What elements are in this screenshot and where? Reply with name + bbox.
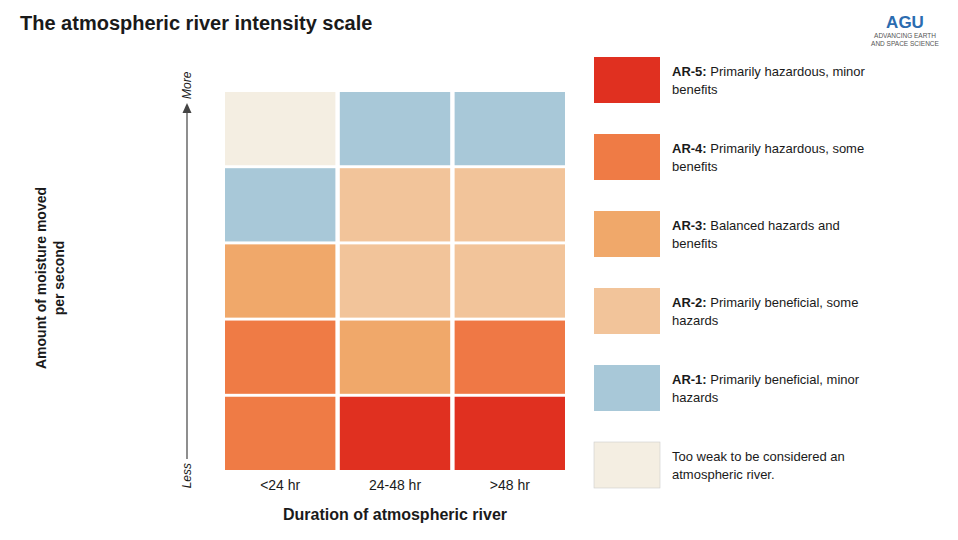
annotation: More	[180, 71, 194, 99]
x-tick-label: <24 hr	[260, 477, 300, 493]
legend-label: hazards	[672, 313, 719, 328]
y-axis-label-line: Amount of moisture moved	[33, 187, 49, 369]
legend-label-prefix: AR-1:	[672, 372, 707, 387]
y-axis-label: Amount of moisture movedper second	[33, 187, 67, 369]
legend-label: hazards	[672, 390, 719, 405]
heatmap-cell	[340, 92, 450, 165]
title: The atmospheric river intensity scale	[20, 12, 372, 34]
arrow-head	[183, 103, 192, 113]
legend-label: Too weak to be considered an	[672, 449, 845, 464]
legend-label-rest: Balanced hazards and	[707, 218, 840, 233]
legend-label: AR-4: Primarily hazardous, some	[672, 141, 864, 156]
heatmap-cell	[225, 397, 335, 470]
legend-label-prefix: AR-2:	[672, 295, 707, 310]
x-tick-label: >48 hr	[490, 477, 530, 493]
legend-swatch	[594, 288, 660, 334]
legend-swatch	[594, 57, 660, 103]
legend-label: benefits	[672, 159, 718, 174]
legend-swatch	[594, 442, 660, 488]
heatmap-cell	[340, 244, 450, 317]
legend-label: benefits	[672, 82, 718, 97]
legend-label: benefits	[672, 236, 718, 251]
heatmap-cell	[455, 92, 565, 165]
legend-label-rest: Primarily beneficial, minor	[707, 372, 860, 387]
legend-label: atmospheric river.	[672, 467, 775, 482]
legend-label: AR-1: Primarily beneficial, minor	[672, 372, 860, 387]
legend-label-rest: Primarily beneficial, some	[707, 295, 859, 310]
heatmap-cell	[225, 321, 335, 394]
legend-label: AR-3: Balanced hazards and	[672, 218, 840, 233]
legend-label-rest: Primarily hazardous, some	[707, 141, 865, 156]
heatmap-cell	[340, 397, 450, 470]
cells	[225, 92, 565, 470]
legend-swatch	[594, 211, 660, 257]
heatmap-cell	[455, 168, 565, 241]
legend-label: AR-5: Primarily hazardous, minor	[672, 64, 866, 79]
heatmap-cell	[455, 397, 565, 470]
logo-subtitle-line: AND SPACE SCIENCE	[871, 40, 939, 47]
legend-label-prefix: AR-5:	[672, 64, 707, 79]
heatmap-cell	[340, 321, 450, 394]
heatmap-cell	[225, 92, 335, 165]
logo-subtitle: ADVANCING EARTHAND SPACE SCIENCE	[871, 32, 939, 47]
logo: AGU	[886, 13, 924, 32]
legend-label-prefix: AR-4:	[672, 141, 707, 156]
chart: The atmospheric river intensity scale <24…	[0, 0, 958, 540]
y-axis-label-line: per second	[51, 241, 67, 316]
x-axis-label: Duration of atmospheric river	[283, 506, 507, 523]
heatmap-cell	[340, 168, 450, 241]
legend-swatch	[594, 134, 660, 180]
legend-swatch	[594, 365, 660, 411]
heatmap-cell	[455, 321, 565, 394]
legend-label-rest: Primarily hazardous, minor	[707, 64, 866, 79]
heatmap-cell	[225, 168, 335, 241]
legend-label-prefix: AR-3:	[672, 218, 707, 233]
logo-subtitle-line: ADVANCING EARTH	[874, 32, 936, 39]
annotation: Less	[180, 463, 194, 488]
heatmap-cell	[225, 244, 335, 317]
arrow-line	[186, 112, 187, 459]
x-tick-label: 24-48 hr	[369, 477, 421, 493]
heatmap-cell	[455, 244, 565, 317]
legend-label: AR-2: Primarily beneficial, some	[672, 295, 858, 310]
